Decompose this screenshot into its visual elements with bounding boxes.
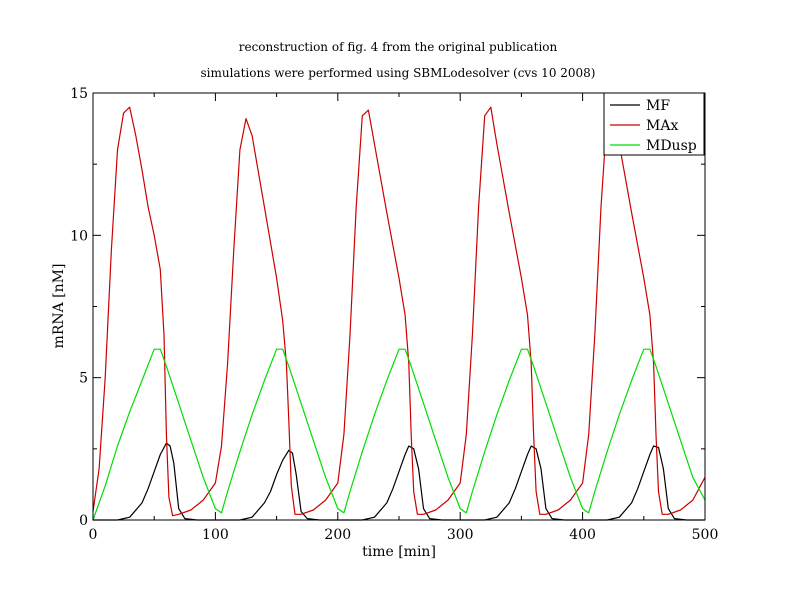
x-tick-label: 0 — [89, 527, 98, 543]
y-axis-label: mRNA [nM] — [51, 264, 67, 349]
x-tick-label: 400 — [569, 527, 596, 543]
legend-label-mdusp: MDusp — [646, 138, 697, 154]
chart-title: reconstruction of fig. 4 from the origin… — [239, 40, 558, 54]
y-tick-label: 5 — [79, 371, 88, 387]
y-tick-label: 15 — [70, 86, 88, 102]
ticks-layer: 0 100 200 300 400 500 0 5 10 15 — [70, 86, 718, 543]
legend: MF MAx MDusp — [603, 92, 705, 156]
x-tick-label: 500 — [692, 527, 719, 543]
legend-label-mf: MF — [646, 98, 670, 114]
y-tick-label: 10 — [70, 228, 88, 244]
x-tick-label: 300 — [447, 527, 474, 543]
legend-items: MF MAx MDusp — [610, 98, 697, 154]
series-line-mf — [93, 442, 705, 521]
x-tick-label: 200 — [324, 527, 351, 543]
x-axis-label: time [min] — [362, 544, 436, 560]
chart-subtitle: simulations were performed using SBMLode… — [201, 66, 596, 80]
y-tick-label: 0 — [79, 513, 88, 529]
legend-label-max: MAx — [646, 118, 678, 134]
x-tick-label: 100 — [202, 527, 229, 543]
series-line-mdusp — [92, 348, 706, 521]
series-layer — [92, 106, 706, 521]
series-line-max — [92, 106, 706, 517]
